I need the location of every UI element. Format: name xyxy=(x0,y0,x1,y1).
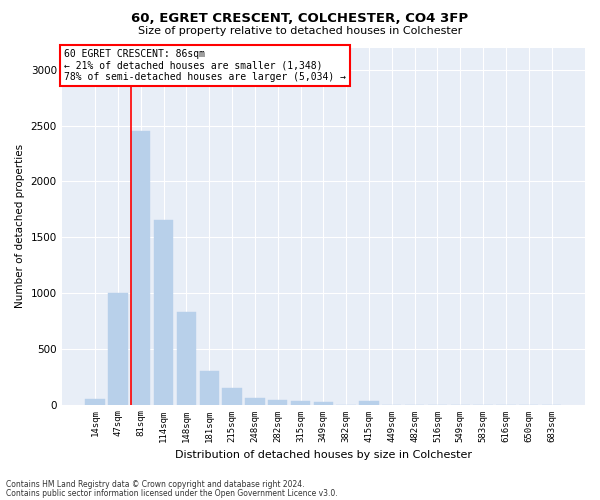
Bar xyxy=(85,399,105,404)
Bar xyxy=(200,371,219,404)
Bar xyxy=(177,312,196,404)
Bar xyxy=(108,293,128,405)
Bar xyxy=(131,131,151,404)
Text: Contains public sector information licensed under the Open Government Licence v3: Contains public sector information licen… xyxy=(6,488,338,498)
Text: Contains HM Land Registry data © Crown copyright and database right 2024.: Contains HM Land Registry data © Crown c… xyxy=(6,480,305,489)
X-axis label: Distribution of detached houses by size in Colchester: Distribution of detached houses by size … xyxy=(175,450,472,460)
Bar xyxy=(245,398,265,404)
Text: 60 EGRET CRESCENT: 86sqm
← 21% of detached houses are smaller (1,348)
78% of sem: 60 EGRET CRESCENT: 86sqm ← 21% of detach… xyxy=(64,50,346,82)
Bar xyxy=(291,400,310,404)
Bar xyxy=(154,220,173,404)
Bar xyxy=(314,402,333,404)
Y-axis label: Number of detached properties: Number of detached properties xyxy=(15,144,25,308)
Bar xyxy=(268,400,287,404)
Text: Size of property relative to detached houses in Colchester: Size of property relative to detached ho… xyxy=(138,26,462,36)
Bar xyxy=(223,388,242,404)
Bar xyxy=(359,400,379,404)
Text: 60, EGRET CRESCENT, COLCHESTER, CO4 3FP: 60, EGRET CRESCENT, COLCHESTER, CO4 3FP xyxy=(131,12,469,26)
